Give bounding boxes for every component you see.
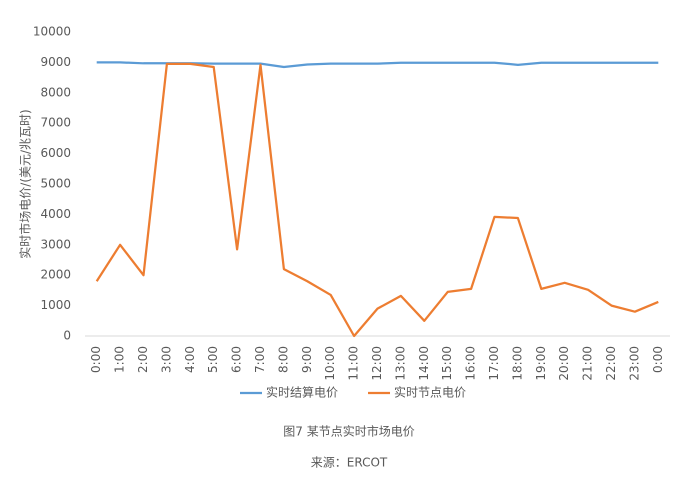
x-tick-label: 19:00	[534, 346, 548, 381]
y-tick-label: 5000	[40, 177, 71, 191]
x-tick-label: 9:00	[300, 346, 314, 373]
x-tick-label: 5:00	[206, 346, 220, 373]
x-tick-label: 0:00	[89, 346, 103, 373]
y-tick-label: 1000	[40, 298, 71, 312]
y-axis-label: 实时市场电价/(美元/兆瓦时)	[18, 109, 33, 258]
y-tick-label: 2000	[40, 268, 71, 282]
y-tick-label: 6000	[40, 146, 71, 160]
source: 来源：ERCOT	[311, 456, 388, 470]
y-tick-label: 7000	[40, 116, 71, 130]
y-tick-label: 0	[63, 329, 71, 343]
x-tick-label: 16:00	[464, 346, 478, 381]
x-tick-label: 21:00	[581, 346, 595, 381]
x-tick-label: 6:00	[230, 346, 244, 373]
x-tick-label: 8:00	[276, 346, 290, 373]
x-tick-label: 11:00	[347, 346, 361, 381]
x-tick-label: 20:00	[557, 346, 571, 381]
legend-label: 实时节点电价	[394, 385, 466, 400]
y-tick-label: 4000	[40, 207, 71, 221]
x-tick-label: 14:00	[417, 346, 431, 381]
x-tick-label: 22:00	[604, 346, 618, 381]
y-tick-label: 10000	[33, 25, 71, 39]
y-tick-label: 8000	[40, 85, 71, 99]
x-tick-label: 18:00	[510, 346, 524, 381]
y-tick-label: 3000	[40, 237, 71, 251]
series-line	[95, 62, 659, 338]
x-tick-label: 2:00	[136, 346, 150, 373]
legend-label: 实时结算电价	[266, 385, 338, 400]
y-tick-label: 9000	[40, 55, 71, 69]
x-tick-label: 10:00	[323, 346, 337, 381]
x-tick-label: 17:00	[487, 346, 501, 381]
x-tick-label: 15:00	[440, 346, 454, 381]
x-tick-label: 23:00	[627, 346, 641, 381]
x-tick-label: 4:00	[183, 346, 197, 373]
x-tick-label: 13:00	[393, 346, 407, 381]
x-tick-label: 0:00	[651, 346, 665, 373]
x-tick-label: 7:00	[253, 346, 267, 373]
x-tick-label: 1:00	[113, 346, 127, 373]
caption: 图7 某节点实时市场电价	[283, 424, 414, 439]
x-tick-label: 12:00	[370, 346, 384, 381]
x-tick-label: 3:00	[159, 346, 173, 373]
